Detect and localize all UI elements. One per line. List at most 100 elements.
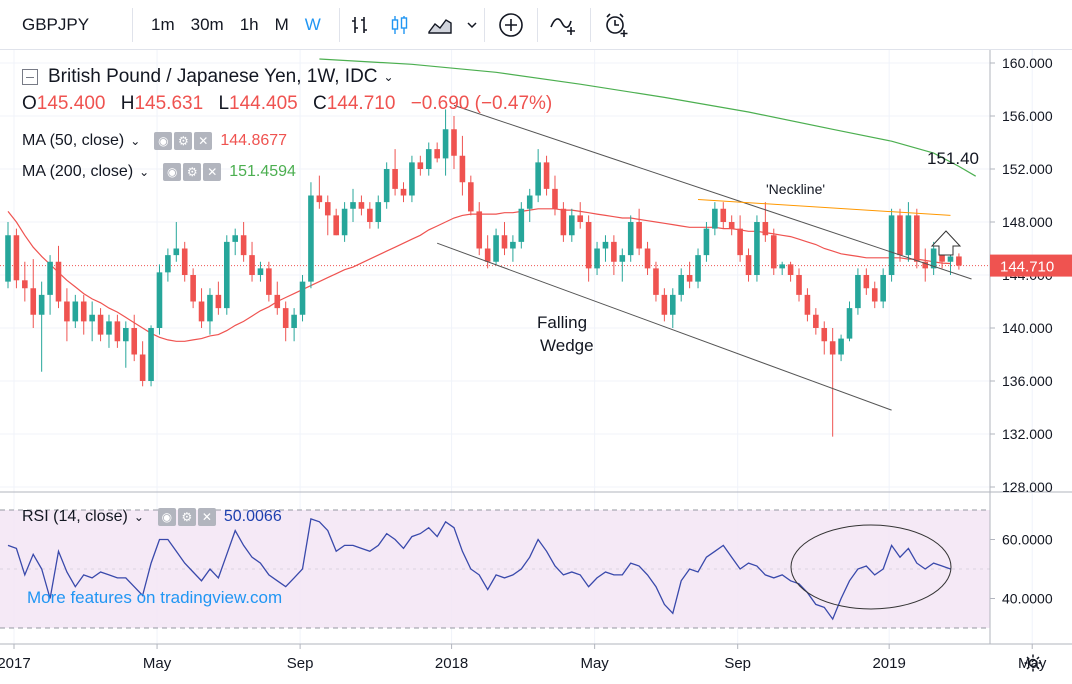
toolbar-divider (338, 7, 340, 42)
neckline-line (697, 198, 951, 216)
candle-body (409, 162, 415, 196)
rsi-legend: RSI (14, close) ⌄ ◉ ⚙ ✕ 50.0066 (22, 508, 282, 526)
chevron-down-icon[interactable]: ⌄ (133, 510, 144, 524)
candle-body (400, 188, 407, 196)
rsi-value: 50.0066 (223, 508, 282, 525)
chevron-down-icon[interactable]: ⌄ (139, 165, 150, 179)
candle-body (358, 202, 365, 209)
ma50-label[interactable]: MA (50, close) (22, 132, 125, 149)
candle-body (922, 261, 929, 269)
candle-body (720, 208, 727, 222)
ma50-legend: MA (50, close) ⌄ ◉ ⚙ ✕ 144.8677 (22, 132, 287, 150)
candle-body (956, 256, 962, 266)
interval-1h[interactable]: 1h (239, 14, 259, 34)
interval-1m[interactable]: 1m (151, 14, 175, 34)
close-label: C (313, 93, 327, 114)
promo-link[interactable]: More features on tradingview.com (27, 588, 283, 607)
candle-body (829, 341, 836, 355)
candle-body (611, 241, 617, 262)
symbol-search[interactable]: GBPJPY (22, 14, 90, 34)
candle-body (602, 241, 609, 249)
close-icon[interactable]: ✕ (197, 508, 216, 526)
candle-body (838, 338, 844, 355)
candle-body (855, 275, 861, 309)
candle-body (669, 294, 676, 315)
candle-body (13, 235, 20, 281)
add-indicator-icon[interactable] (491, 5, 531, 45)
eye-icon[interactable]: ◉ (157, 508, 176, 526)
candle-body (131, 328, 138, 355)
candle-body (678, 275, 684, 295)
interval-30m[interactable]: 30m (190, 14, 224, 34)
falling-label: Falling (537, 313, 587, 332)
ma200-label[interactable]: MA (200, close) (22, 163, 134, 180)
price-tick-label: 156.000 (1002, 108, 1053, 124)
rsi-label[interactable]: RSI (14, close) (22, 508, 128, 525)
price-tick-label: 160.000 (1002, 55, 1053, 71)
last-price-tag (990, 254, 1072, 277)
interval-group: 1m 30m 1h M W (133, 15, 339, 35)
eye-icon[interactable]: ◉ (154, 132, 173, 150)
candle-body (106, 321, 112, 335)
candle-body (223, 241, 230, 309)
close-icon[interactable]: ✕ (203, 163, 222, 181)
price-tick-label: 152.000 (1002, 161, 1053, 177)
candle-body (383, 169, 390, 203)
candle-body (181, 248, 188, 275)
settings-gear-icon[interactable] (1018, 648, 1048, 678)
alert-icon[interactable] (597, 5, 637, 45)
eye-icon[interactable]: ◉ (163, 163, 182, 181)
candle-body (754, 222, 760, 275)
close-value: 144.710 (326, 93, 396, 114)
candle-body (266, 268, 272, 295)
candle-body (510, 241, 516, 249)
candle-body (425, 149, 432, 169)
candle-body (644, 248, 651, 269)
candle-body (569, 215, 575, 236)
last-price-tag-label: 144.710 (1000, 259, 1054, 276)
candle-body (274, 294, 281, 309)
time-tick-label: May (143, 655, 172, 672)
candle-body (712, 208, 718, 229)
candle-body (30, 288, 37, 315)
gear-icon[interactable]: ⚙ (183, 163, 202, 181)
toolbar-divider (483, 7, 485, 42)
candle-body (577, 215, 584, 222)
rsi-tick-label: 40.0000 (1002, 591, 1053, 607)
candle-body (552, 188, 558, 209)
compare-icon[interactable] (544, 5, 584, 45)
interval-month[interactable]: M (274, 14, 289, 34)
candle-body (653, 268, 659, 295)
price-tick-label: 140.000 (1002, 320, 1053, 336)
candle-body (442, 129, 449, 159)
time-tick-label: May (580, 655, 609, 672)
interval-week[interactable]: W (304, 14, 321, 34)
chart-canvas[interactable]: 'Neckline' Falling Wedge 151.40 160.000 156.… (0, 50, 1072, 684)
price-tick-label: 132.000 (1002, 426, 1053, 442)
chevron-down-icon[interactable]: ⌄ (130, 134, 141, 148)
candle-body (880, 275, 886, 302)
candle-body (585, 222, 592, 269)
ma200-line (319, 58, 977, 177)
area-style-icon[interactable] (420, 5, 460, 45)
gear-icon[interactable]: ⚙ (174, 132, 193, 150)
candles-style-icon[interactable] (380, 5, 420, 45)
candle-body (863, 275, 870, 289)
candle-body (804, 294, 811, 315)
collapse-legend-icon[interactable] (22, 69, 38, 85)
candle-body (846, 308, 853, 339)
price-tick-label: 148.000 (1002, 214, 1053, 230)
candle-body (518, 208, 525, 242)
wedge-label: Wedge (540, 336, 594, 355)
candle-body (5, 235, 11, 282)
chevron-down-icon[interactable]: ⌄ (383, 70, 394, 84)
candle-body (249, 255, 255, 275)
gear-icon[interactable]: ⚙ (177, 508, 196, 526)
low-label: L (218, 93, 230, 114)
candle-body (535, 162, 541, 196)
price-tick-label: 136.000 (1002, 373, 1053, 389)
bars-style-icon[interactable] (340, 5, 380, 45)
chevron-down-icon[interactable] (460, 5, 484, 45)
close-icon[interactable]: ✕ (194, 132, 213, 150)
candle-body (190, 275, 196, 302)
